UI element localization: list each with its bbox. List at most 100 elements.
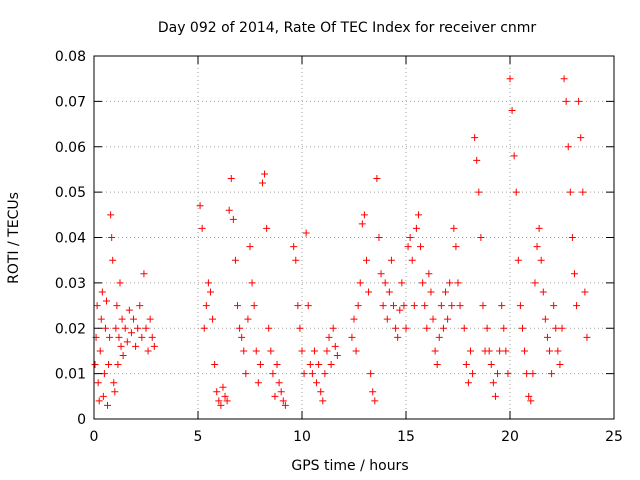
- data-point: [369, 388, 377, 396]
- data-point: [514, 256, 522, 264]
- data-point: [523, 370, 531, 378]
- data-point: [473, 156, 481, 164]
- data-point: [450, 224, 458, 232]
- data-point: [102, 297, 110, 305]
- data-point: [99, 392, 107, 400]
- data-point: [496, 347, 504, 355]
- data-point: [127, 329, 135, 337]
- data-point: [219, 383, 227, 391]
- data-point: [494, 370, 502, 378]
- data-point: [275, 379, 283, 387]
- data-point: [527, 397, 535, 405]
- data-point: [121, 324, 129, 332]
- data-point: [134, 324, 142, 332]
- data-point: [419, 279, 427, 287]
- data-point: [267, 347, 275, 355]
- data-point: [196, 202, 204, 210]
- data-point: [331, 342, 339, 350]
- data-point: [404, 243, 412, 251]
- data-point: [581, 288, 589, 296]
- data-point: [396, 306, 404, 314]
- data-point: [479, 302, 487, 310]
- data-point: [383, 315, 391, 323]
- data-point: [502, 347, 510, 355]
- data-point: [308, 370, 316, 378]
- y-tick-label: 0.06: [55, 140, 86, 156]
- data-point: [408, 256, 416, 264]
- data-point: [144, 347, 152, 355]
- data-point: [229, 215, 237, 223]
- data-point: [246, 243, 254, 251]
- data-point: [444, 315, 452, 323]
- data-point: [469, 370, 477, 378]
- data-point: [414, 211, 422, 219]
- data-point: [365, 288, 373, 296]
- data-point: [394, 333, 402, 341]
- data-point: [460, 324, 468, 332]
- data-point: [348, 333, 356, 341]
- data-point: [427, 288, 435, 296]
- y-tick-label: 0.05: [55, 185, 86, 201]
- data-point: [118, 315, 126, 323]
- data-point: [258, 179, 266, 187]
- data-point: [508, 106, 516, 114]
- data-point: [107, 211, 115, 219]
- x-tick-label: 20: [501, 429, 519, 445]
- data-point: [125, 306, 133, 314]
- data-point: [568, 234, 576, 241]
- data-point: [227, 175, 235, 183]
- data-point: [423, 324, 431, 332]
- data-point: [294, 302, 302, 310]
- data-point: [91, 361, 99, 369]
- data-point: [146, 315, 154, 323]
- data-point: [117, 342, 125, 350]
- data-point: [487, 361, 495, 369]
- data-point: [112, 324, 120, 332]
- y-tick-label: 0.03: [55, 276, 86, 292]
- data-point: [548, 370, 556, 378]
- data-point: [110, 379, 118, 387]
- data-point: [477, 234, 485, 241]
- data-point: [202, 302, 210, 310]
- data-point: [577, 134, 585, 142]
- data-point: [304, 302, 312, 310]
- data-point: [398, 279, 406, 287]
- data-point: [439, 324, 447, 332]
- data-point: [464, 379, 472, 387]
- data-point: [105, 361, 113, 369]
- data-point: [306, 361, 314, 369]
- data-point: [273, 361, 281, 369]
- data-point: [113, 302, 121, 310]
- data-point: [425, 270, 433, 278]
- data-point: [315, 361, 323, 369]
- data-point: [583, 333, 591, 341]
- data-point: [535, 224, 543, 232]
- data-point: [510, 152, 518, 160]
- data-point: [101, 324, 109, 332]
- data-point: [541, 315, 549, 323]
- data-point: [371, 397, 379, 405]
- data-point: [564, 143, 572, 151]
- x-tick-label: 10: [293, 429, 311, 445]
- data-point: [132, 342, 140, 350]
- data-point: [242, 370, 250, 378]
- x-axis-label: GPS time / hours: [291, 458, 408, 474]
- data-point: [142, 324, 150, 332]
- data-point: [263, 224, 271, 232]
- data-point: [358, 220, 366, 228]
- data-point: [209, 315, 217, 323]
- data-point: [277, 388, 285, 396]
- data-point: [377, 270, 385, 278]
- data-point: [448, 302, 456, 310]
- data-point: [454, 279, 462, 287]
- data-point: [533, 243, 541, 251]
- data-point: [319, 397, 327, 405]
- y-axis-label: ROTI / TECUs: [6, 192, 22, 284]
- data-point: [471, 134, 479, 142]
- data-point: [333, 351, 341, 359]
- data-point: [116, 279, 124, 287]
- data-point: [491, 392, 499, 400]
- data-point: [483, 324, 491, 332]
- data-point: [317, 388, 325, 396]
- data-point: [150, 342, 158, 350]
